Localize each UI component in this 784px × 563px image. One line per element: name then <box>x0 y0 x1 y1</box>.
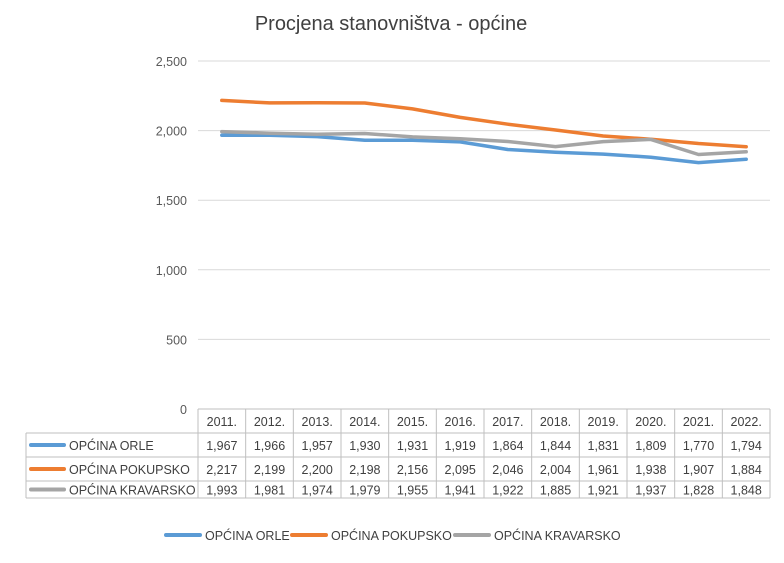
x-tick-label: 2020. <box>635 415 666 429</box>
data-label: 1,961 <box>588 463 619 477</box>
data-label: 1,770 <box>683 439 714 453</box>
y-tick-label: 1,500 <box>156 194 187 208</box>
x-tick-label: 2011. <box>207 415 237 429</box>
x-tick-label: 2022. <box>731 415 762 429</box>
x-tick-label: 2017. <box>492 415 523 429</box>
table-series-name: OPĆINA ORLE <box>69 438 154 453</box>
data-label: 1,907 <box>683 463 714 477</box>
data-label: 2,156 <box>397 463 428 477</box>
data-label: 1,937 <box>635 484 666 498</box>
chart-title: Procjena stanovništva - općine <box>255 13 527 35</box>
data-label: 1,809 <box>635 439 666 453</box>
data-label: 1,794 <box>731 439 762 453</box>
series-line <box>220 129 748 157</box>
legend-label: OPĆINA POKUPSKO <box>331 528 452 543</box>
data-label: 1,938 <box>635 463 666 477</box>
y-tick-label: 1,000 <box>156 264 187 278</box>
data-label: 1,979 <box>349 484 380 498</box>
data-table: 2011. 2012. 2013. 2014. 2015. 2016. 2017. 2018.… <box>25 408 771 499</box>
data-label: 1,981 <box>254 484 285 498</box>
data-label: 2,095 <box>445 463 476 477</box>
data-label: 1,848 <box>731 484 762 498</box>
data-label: 1,941 <box>445 484 476 498</box>
data-label: 1,921 <box>588 484 619 498</box>
data-label: 1,844 <box>540 439 571 453</box>
x-tick-label: 2012. <box>254 415 285 429</box>
y-tick-label: 500 <box>166 333 187 347</box>
x-tick-label: 2019. <box>588 415 619 429</box>
data-label: 1,957 <box>302 439 333 453</box>
data-label: 2,200 <box>302 463 333 477</box>
table-series-name: OPĆINA KRAVARSKO <box>69 483 196 498</box>
data-label: 1,955 <box>397 484 428 498</box>
x-tick-label: 2014. <box>349 415 380 429</box>
series-line <box>220 98 748 149</box>
y-tick-label: 2,500 <box>156 55 187 69</box>
data-label: 2,046 <box>492 463 523 477</box>
x-tick-label: 2018. <box>540 415 571 429</box>
table-series-name: OPĆINA POKUPSKO <box>69 462 190 477</box>
legend-label: OPĆINA ORLE <box>205 528 290 543</box>
data-label: 2,198 <box>349 463 380 477</box>
data-label: 1,828 <box>683 484 714 498</box>
data-label: 2,004 <box>540 463 571 477</box>
x-tick-label: 2016. <box>445 415 476 429</box>
data-label: 1,967 <box>206 439 237 453</box>
data-label: 1,931 <box>397 439 428 453</box>
data-label: 1,930 <box>349 439 380 453</box>
series-line <box>220 133 748 165</box>
gridlines <box>198 60 770 340</box>
data-label: 2,199 <box>254 463 285 477</box>
x-tick-label: 2021. <box>683 415 714 429</box>
x-tick-label: 2015. <box>397 415 428 429</box>
data-label: 1,922 <box>492 484 523 498</box>
data-label: 2,217 <box>206 463 237 477</box>
data-label: 1,885 <box>540 484 571 498</box>
y-axis: 0 500 1,000 1,500 2,000 2,500 <box>156 55 187 417</box>
data-label: 1,966 <box>254 439 285 453</box>
data-label: 1,919 <box>445 439 476 453</box>
y-tick-label: 0 <box>180 403 187 417</box>
legend-label: OPĆINA KRAVARSKO <box>494 528 621 543</box>
y-tick-label: 2,000 <box>156 125 187 139</box>
series-lines <box>220 98 748 165</box>
legend: OPĆINA ORLE OPĆINA POKUPSKO OPĆINA KRAVARS… <box>164 528 621 543</box>
data-label: 1,831 <box>588 439 619 453</box>
data-label: 1,864 <box>492 439 523 453</box>
data-label: 1,974 <box>302 484 333 498</box>
data-label: 1,884 <box>731 463 762 477</box>
data-label: 1,993 <box>206 484 237 498</box>
x-tick-label: 2013. <box>302 415 333 429</box>
